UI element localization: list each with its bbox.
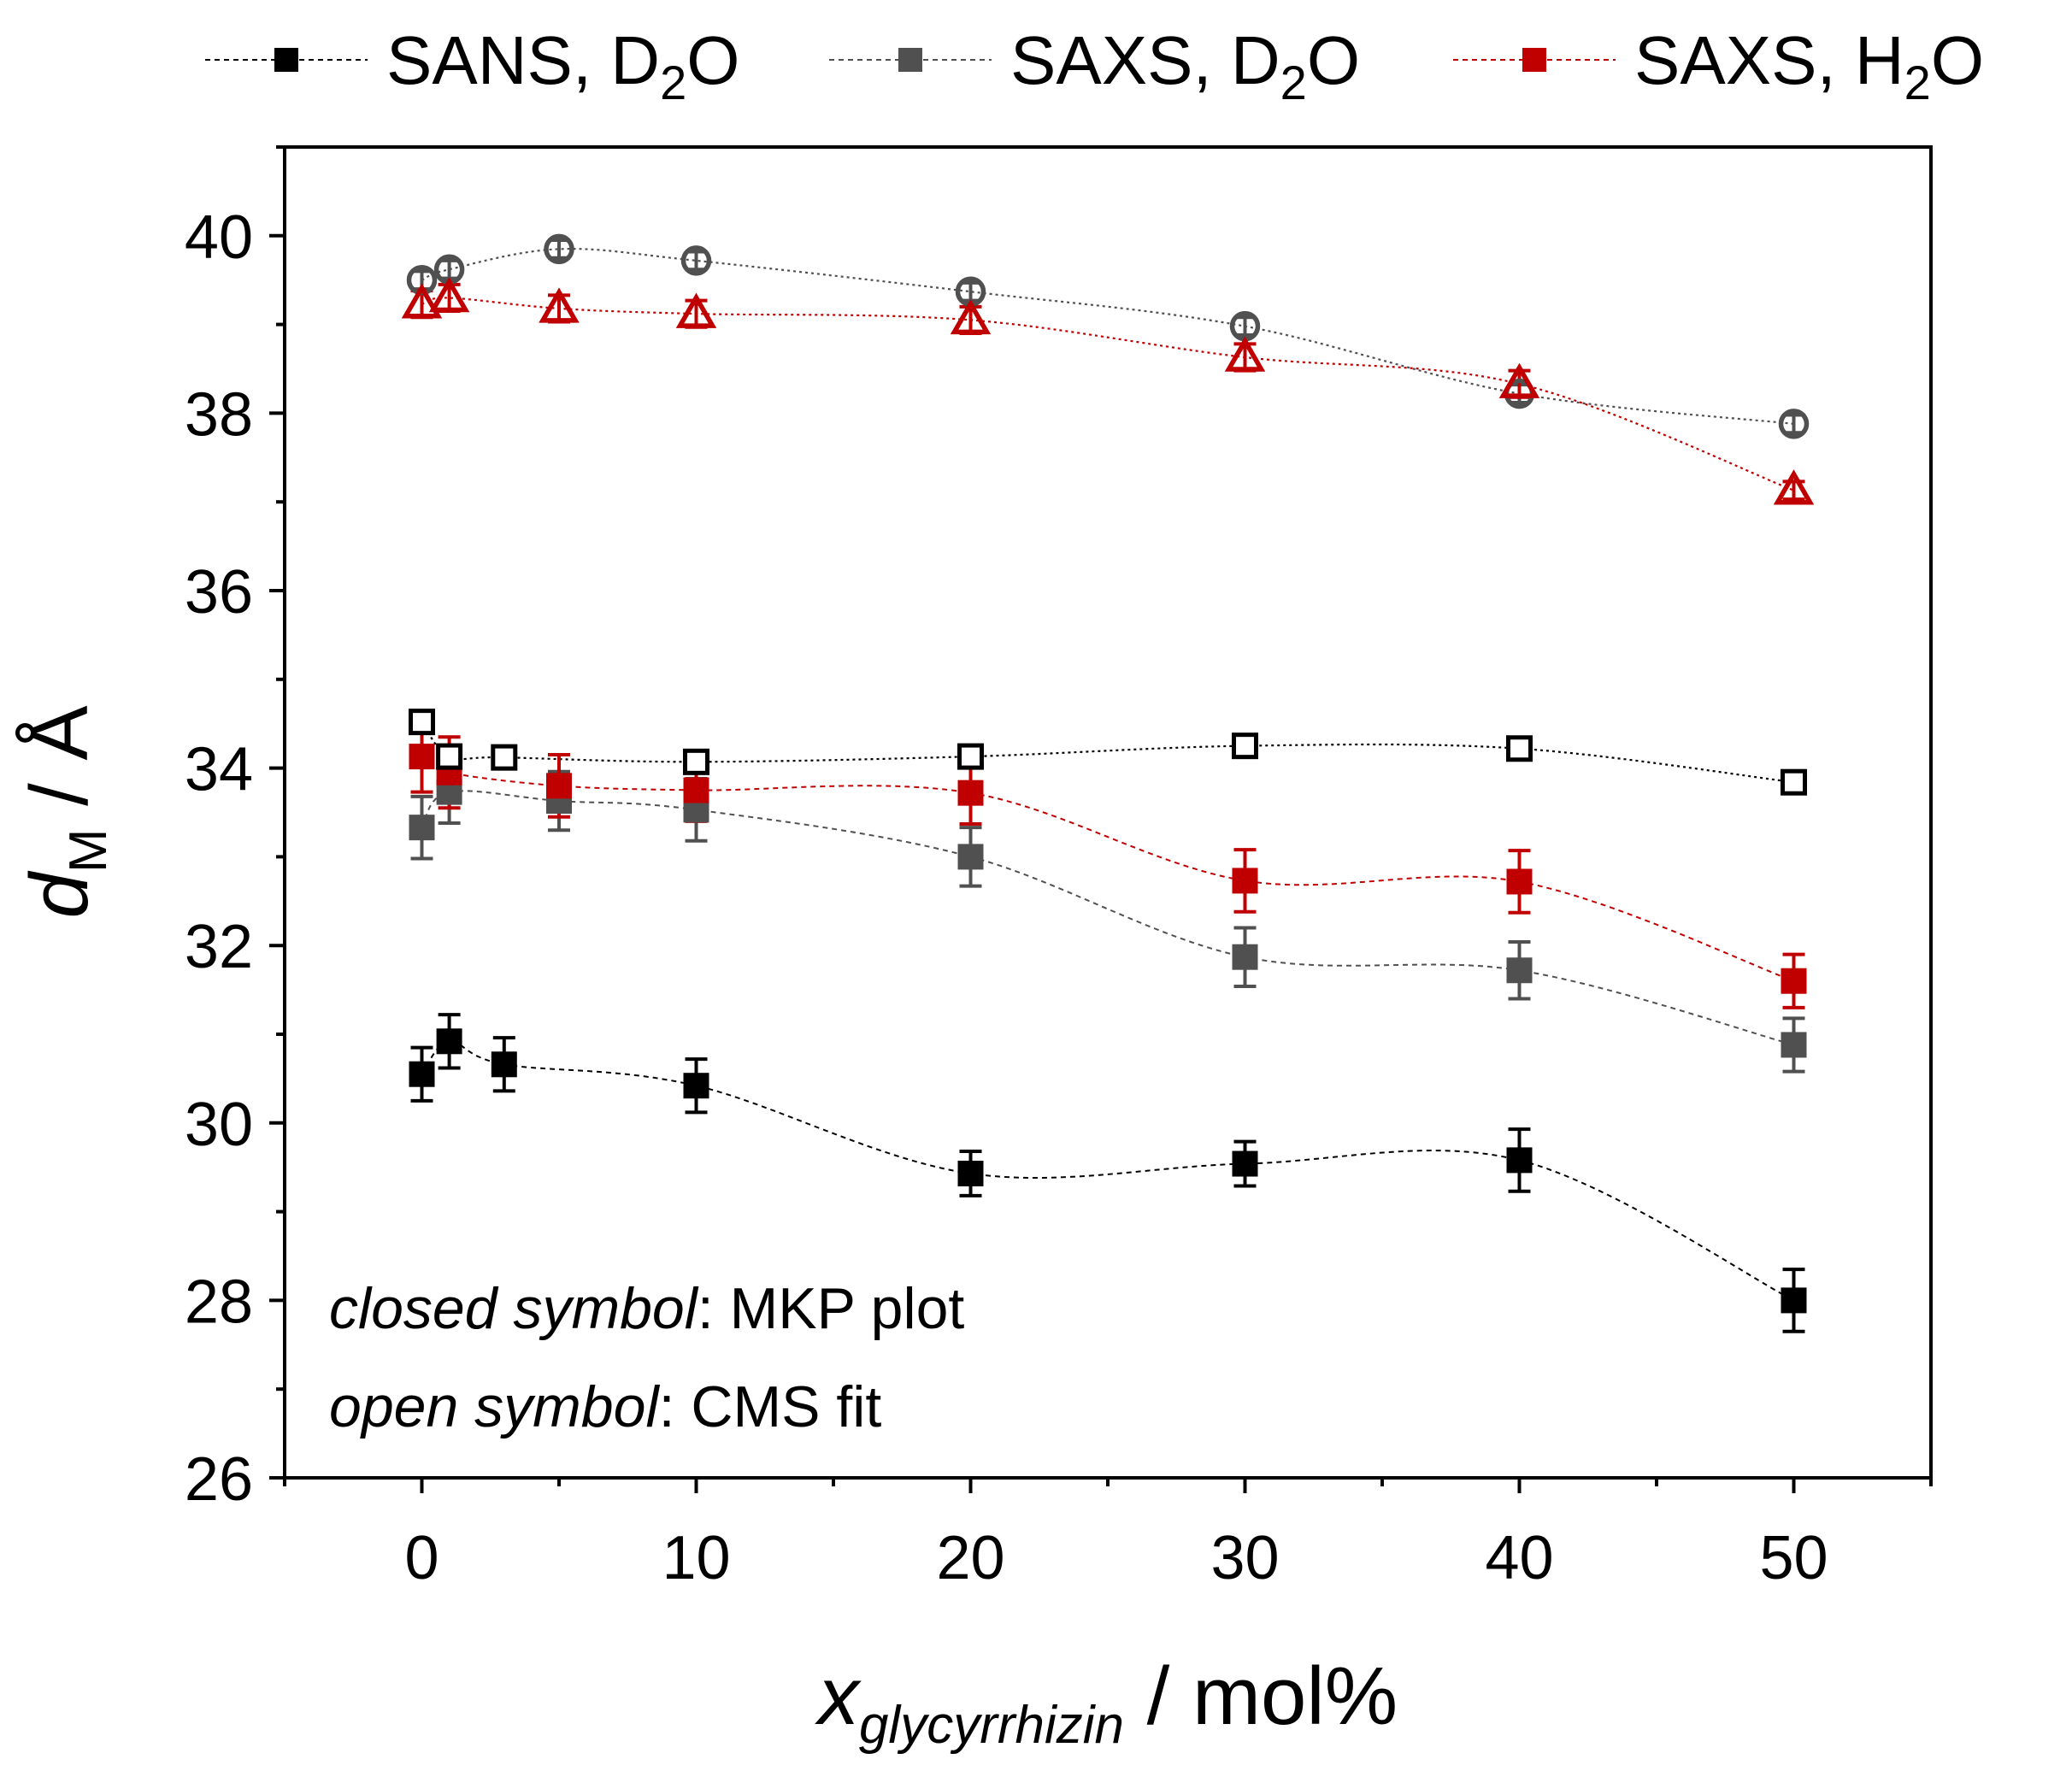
data-point [409, 744, 435, 770]
data-point [1506, 957, 1533, 984]
data-point [957, 743, 984, 770]
data-point [950, 298, 992, 335]
data-point [1232, 1150, 1258, 1177]
data-point [675, 292, 717, 328]
series-line [421, 1040, 1794, 1302]
legend-item: SAXS, D2O [829, 22, 1360, 109]
legend-label: SANS, D2O [386, 22, 739, 109]
y-tick-label: 32 [185, 913, 253, 981]
data-point [1773, 469, 1815, 505]
legend-marker [898, 48, 922, 72]
data-point [1781, 1287, 1807, 1314]
data-point [406, 264, 438, 296]
axis-titles: xglycyrrhizin / mol% dM / Å [14, 705, 1398, 1755]
legend-item: SAXS, H2O [1453, 22, 1984, 109]
data-point [680, 245, 712, 276]
data-point [401, 283, 443, 319]
data-point [491, 1051, 517, 1078]
data-point [409, 815, 435, 841]
data-point [1224, 336, 1266, 372]
legend-marker [274, 48, 298, 72]
y-tick-label: 40 [185, 203, 253, 272]
data-point [409, 1061, 435, 1087]
legend-marker [1522, 48, 1546, 72]
x-tick-label: 30 [1210, 1524, 1279, 1592]
data-point [1506, 1147, 1533, 1174]
data-point [1506, 735, 1533, 762]
data-point [436, 1028, 462, 1055]
series-line [421, 756, 1794, 982]
data-point [1498, 362, 1540, 398]
x-axis-title: xglycyrrhizin / mol% [815, 1650, 1398, 1755]
data-point [491, 744, 518, 771]
y-tick-label: 26 [185, 1445, 253, 1514]
y-tick-label: 34 [185, 736, 253, 804]
series-line [421, 248, 1794, 425]
x-tick-label: 40 [1485, 1524, 1553, 1592]
data-point [436, 743, 463, 770]
axes: 0 10 20 30 40 50 26 28 30 32 34 36 38 40 [185, 145, 1933, 1592]
legend-label: SAXS, H2O [1634, 22, 1984, 109]
series-line [421, 297, 1794, 491]
y-tick-label: 28 [185, 1268, 253, 1336]
series-curves [421, 248, 1794, 1302]
data-point [428, 276, 470, 313]
x-tick-label: 20 [936, 1524, 1004, 1592]
x-tick-label: 0 [404, 1524, 439, 1592]
data-point [1778, 409, 1810, 439]
data-point [957, 1160, 984, 1186]
y-tick-label: 30 [185, 1091, 253, 1159]
data-point [1781, 768, 1807, 796]
y-tick-label: 36 [185, 558, 253, 627]
y-tick-label: 38 [185, 380, 253, 449]
data-point [1781, 1032, 1807, 1058]
legend-label: SAXS, D2O [1010, 22, 1360, 109]
data-point [957, 780, 984, 806]
data-point [409, 709, 435, 736]
data-point [957, 844, 984, 870]
data-point [683, 1073, 709, 1099]
series-line [421, 721, 1794, 784]
data-point [1232, 868, 1258, 894]
data-point [546, 773, 572, 799]
data-markers [401, 233, 1815, 1314]
data-point [1232, 944, 1258, 970]
annotation-text: closed symbol: MKP plot [329, 1276, 964, 1341]
y-axis-title: dM / Å [14, 705, 118, 918]
data-point [683, 777, 709, 803]
x-tick-label: 10 [662, 1524, 730, 1592]
data-point [1506, 868, 1533, 895]
data-point [1232, 733, 1258, 760]
legend-item: SANS, D2O [205, 22, 739, 109]
data-point [539, 287, 580, 323]
x-tick-label: 50 [1759, 1524, 1828, 1592]
legend: SANS, D2O SAXS, D2O SAXS, H2O [205, 22, 1984, 109]
data-point [1781, 968, 1807, 994]
data-point [544, 233, 574, 265]
annotation-text: open symbol: CMS fit [329, 1374, 881, 1439]
annotations: closed symbol: MKP plot open symbol: CMS … [329, 1276, 964, 1439]
data-point [683, 748, 709, 775]
series-line [421, 790, 1794, 1046]
